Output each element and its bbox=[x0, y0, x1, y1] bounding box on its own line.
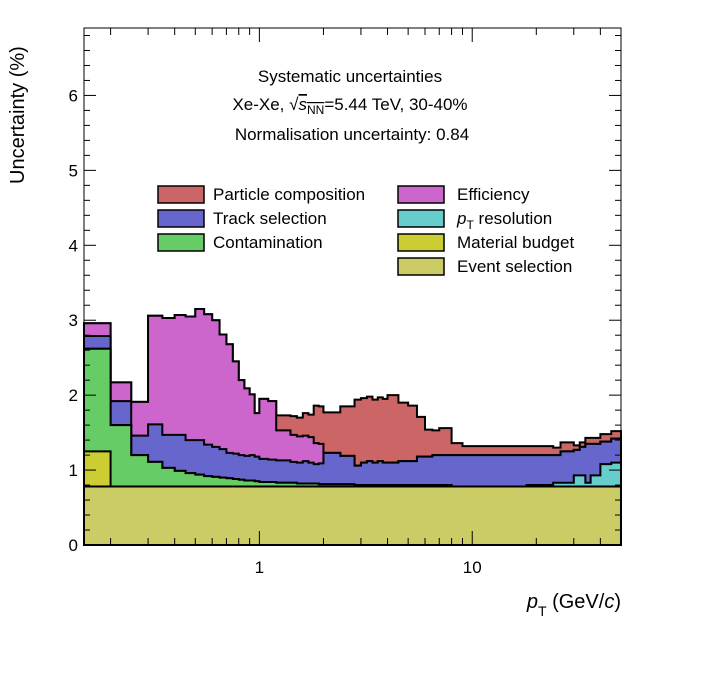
annotation-collision: Xe-Xe, √sNN=5.44 TeV, 30-40% bbox=[232, 95, 467, 117]
annotation-title: Systematic uncertainties bbox=[258, 67, 442, 86]
legend-item-efficiency: Efficiency bbox=[397, 185, 530, 204]
area-event-selection bbox=[83, 485, 622, 546]
legend-item-event-selection: Event selection bbox=[397, 257, 572, 276]
annotation-normalisation: Normalisation uncertainty: 0.84 bbox=[235, 125, 469, 144]
legend-label: Event selection bbox=[457, 257, 572, 276]
legend-label: Track selection bbox=[213, 209, 327, 228]
x-tick-label: 10 bbox=[463, 558, 482, 577]
legend-item-track-selection: Track selection bbox=[157, 209, 327, 228]
legend-item-particle-composition: Particle composition bbox=[157, 185, 365, 204]
legend-swatch bbox=[397, 257, 445, 276]
y-tick-label: 2 bbox=[69, 386, 78, 405]
y-tick-label: 3 bbox=[69, 311, 78, 330]
legend-item-material-budget: Material budget bbox=[397, 233, 574, 252]
legend-label: Particle composition bbox=[213, 185, 365, 204]
y-tick-label: 0 bbox=[69, 536, 78, 555]
y-tick-label: 6 bbox=[69, 86, 78, 105]
legend-swatch bbox=[397, 233, 445, 252]
legend-label: Efficiency bbox=[457, 185, 530, 204]
legend-item-pt-resolution: pT resolution bbox=[397, 209, 552, 232]
y-tick-label: 5 bbox=[69, 161, 78, 180]
stacked-areas bbox=[83, 307, 622, 546]
legend-item-contamination: Contamination bbox=[157, 233, 323, 252]
legend-swatch bbox=[157, 185, 205, 204]
legend: Particle composition Track selection Con… bbox=[157, 185, 574, 276]
legend-label: Material budget bbox=[457, 233, 574, 252]
legend-label: pT resolution bbox=[456, 209, 552, 232]
x-tick-label: 1 bbox=[255, 558, 264, 577]
legend-label: Contamination bbox=[213, 233, 323, 252]
legend-swatch bbox=[157, 209, 205, 228]
y-tick-label: 1 bbox=[69, 461, 78, 480]
y-tick-label: 4 bbox=[69, 236, 78, 255]
sqrt-sign: √ bbox=[289, 95, 299, 114]
plot-frame bbox=[83, 27, 622, 546]
legend-swatch bbox=[397, 209, 445, 228]
y-axis-title: Uncertainty (%) bbox=[7, 46, 29, 184]
legend-swatch bbox=[157, 233, 205, 252]
legend-swatch bbox=[397, 185, 445, 204]
y-axis-ticks: 0 1 2 3 4 5 6 bbox=[69, 34, 621, 555]
x-axis-title: pT (GeV/c) bbox=[526, 591, 621, 619]
